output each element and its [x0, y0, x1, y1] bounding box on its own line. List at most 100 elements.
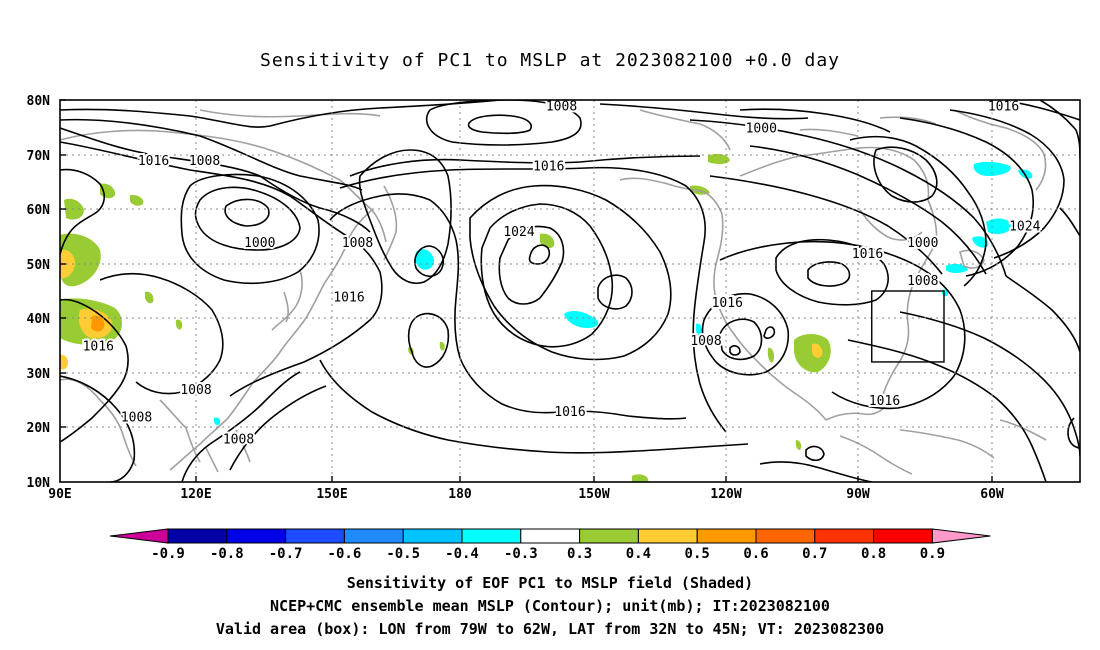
contour — [194, 186, 301, 251]
shade-patch — [540, 233, 555, 249]
coastline-south-asia — [60, 378, 201, 467]
contour — [498, 225, 565, 305]
contour — [60, 298, 129, 443]
contour-label: 1000 — [244, 236, 275, 251]
contour — [99, 272, 224, 395]
colorbar-label: -0.4 — [445, 546, 479, 562]
contour — [60, 127, 371, 233]
lon-label: 90E — [48, 487, 71, 502]
coastline-newfoundland — [959, 249, 985, 269]
colorbar-swatch — [696, 528, 757, 544]
caption-valid-area: Valid area (box): LON from 79W to 62W, L… — [215, 620, 885, 638]
coastline-kamchatka — [383, 185, 398, 261]
contour — [349, 155, 701, 177]
colorbar-swatch — [755, 528, 816, 544]
lat-label: 20N — [27, 421, 51, 436]
contour — [599, 103, 809, 120]
coastline-greenland — [953, 109, 1047, 191]
colorbar-label: 0.9 — [920, 546, 945, 562]
contour — [60, 141, 383, 397]
contour-label: 1016 — [333, 290, 364, 305]
contour — [180, 173, 320, 285]
shade-patch — [100, 183, 116, 199]
lon-label: 150E — [316, 487, 347, 502]
colorbar-swatch — [343, 528, 404, 544]
coastline-hudson — [859, 209, 923, 241]
contour — [467, 114, 532, 135]
shade-patch — [213, 417, 221, 426]
colorbar-label: 0.5 — [685, 546, 710, 562]
colorbar-swatch — [402, 528, 463, 544]
colorbar-label: -0.5 — [386, 546, 420, 562]
colorbar-label: 0.7 — [802, 546, 827, 562]
contour — [60, 118, 363, 191]
contour — [899, 117, 1034, 277]
contour — [1059, 207, 1080, 237]
coastline-na-east — [879, 199, 938, 405]
colorbar-label: 0.8 — [861, 546, 886, 562]
contour — [807, 261, 851, 287]
contour — [358, 149, 452, 284]
map-title: Sensitivity of PC1 to MSLP at 2023082100… — [259, 50, 840, 71]
coastline-asia — [60, 129, 387, 471]
colorbar-label: 0.6 — [743, 546, 768, 562]
colorbar-swatch — [873, 528, 933, 544]
colorbar-swatch — [579, 528, 639, 544]
contour — [719, 318, 763, 361]
contour — [181, 371, 301, 482]
colorbar-swatch — [285, 528, 345, 544]
contour — [689, 119, 1007, 277]
coastline-japan — [271, 269, 303, 331]
contour-label: 1016 — [712, 296, 743, 311]
caption-shading: Sensitivity of EOF PC1 to MSLP field (Sh… — [346, 574, 754, 592]
lon-label: 150W — [578, 487, 609, 502]
contour — [775, 238, 889, 306]
coastline-arctic-asia — [199, 109, 381, 118]
contour — [414, 245, 445, 278]
coastline-korea — [283, 291, 289, 323]
contour-label: 1000 — [907, 236, 938, 251]
contour — [949, 109, 1065, 259]
contour — [1005, 275, 1080, 353]
lon-label: 60W — [980, 487, 1004, 502]
contour-label: 1008 — [180, 383, 211, 398]
colorbar: -0.9 -0.8 -0.7 -0.6 -0.5 -0.4 -0.3 0.3 0.4 0.5 0.6… — [109, 528, 991, 562]
lat-label: 50N — [27, 258, 51, 273]
contour — [1039, 100, 1080, 159]
colorbar-label: -0.6 — [328, 546, 362, 562]
colorbar-swatch — [637, 528, 698, 544]
shade-patch — [973, 161, 1011, 176]
colorbar-label: -0.8 — [210, 546, 244, 562]
shade-patch — [175, 319, 183, 330]
lon-label: 90W — [846, 487, 870, 502]
contour — [229, 385, 327, 471]
coastline-caribbean — [899, 419, 1047, 459]
lon-label: 120W — [710, 487, 741, 502]
coastline-philippines — [205, 429, 251, 473]
contour — [719, 240, 966, 410]
contour — [480, 203, 614, 348]
contour-label: 1008 — [342, 236, 373, 251]
contour — [60, 100, 501, 128]
coastline-gulf — [825, 399, 913, 475]
lat-label: 70N — [27, 149, 51, 164]
graticule — [60, 100, 1080, 482]
lon-label: 120E — [180, 487, 211, 502]
contour — [60, 168, 106, 255]
shade-patch — [60, 354, 69, 370]
contour-labels: 1008 1016 1000 1016 1008 1016 1024 1000 1008 1024… — [81, 97, 1043, 449]
coastline-na-west — [713, 213, 827, 421]
contour-label: 1008 — [189, 154, 220, 169]
contour — [60, 375, 136, 482]
shade-patch — [708, 153, 730, 165]
contour-label: 1016 — [869, 394, 900, 409]
contour — [339, 166, 727, 433]
lat-label: 30N — [27, 367, 51, 382]
lat-label: 80N — [27, 94, 51, 109]
contour-label: 1016 — [988, 99, 1019, 114]
lat-label: 10N — [27, 476, 51, 491]
contour — [805, 445, 825, 462]
contour — [224, 198, 270, 227]
coastline-canada-north — [799, 116, 937, 137]
